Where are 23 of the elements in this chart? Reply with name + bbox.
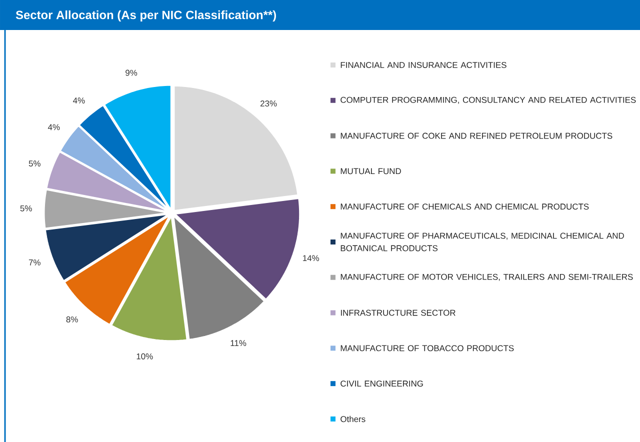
chart-title: Sector Allocation (As per NIC Classification**) [16,10,276,22]
data-label: 4% [73,98,85,104]
legend-label: MANUFACTURE OF PHARMACEUTICALS, MEDICINAL CHEMICAL AND BOTANICAL PRODUCTS [340,232,624,252]
data-label: 5% [20,205,32,212]
legend-label: MANUFACTURE OF COKE AND REFINED PETROLEUM PRODUCTS [340,132,612,139]
data-label: 5% [28,160,40,166]
legend-label: CIVIL ENGINEERING [340,380,423,387]
legend-label: INFRASTRUCTURE SECTOR [340,310,456,316]
data-label: 8% [66,316,78,322]
data-label: 7% [28,259,40,266]
data-label: 11% [230,340,246,346]
legend-label: MANUFACTURE OF CHEMICALS AND CHEMICAL PRODUCTS [340,204,589,210]
legend-label: MANUFACTURE OF MOTOR VEHICLES, TRAILERS AND SEMI-TRAILERS [340,274,633,281]
data-label: 9% [126,70,138,76]
data-label: 14% [303,255,320,262]
legend-label: FINANCIAL AND INSURANCE ACTIVITIES [340,62,506,68]
legend-label: MANUFACTURE OF TOBACCO PRODUCTS [340,345,514,352]
data-label: 4% [48,124,60,130]
legend-label: MUTUAL FUND [340,168,401,174]
legend-label: COMPUTER PROGRAMMING, CONSULTANCY AND RELATED ACTIVITIES [340,96,636,104]
data-label: 10% [136,353,153,360]
legend-label: Others [340,416,366,422]
data-label: 23% [260,100,277,106]
